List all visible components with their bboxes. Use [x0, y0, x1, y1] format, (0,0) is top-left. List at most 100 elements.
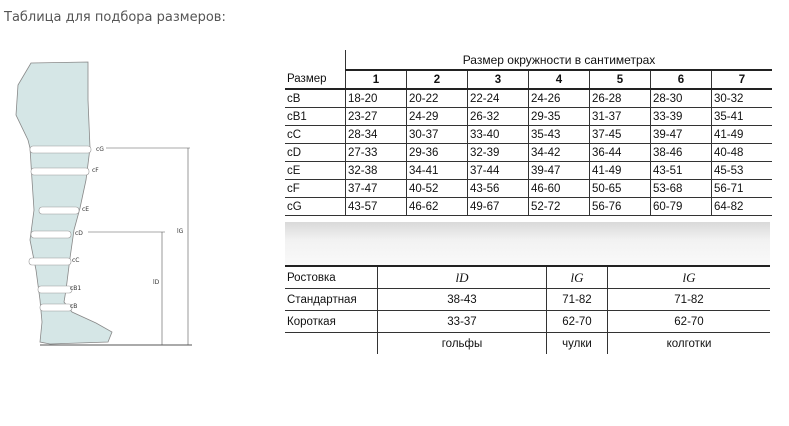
page-title: Таблица для подбора размеров: — [4, 10, 226, 25]
cell: 37-45 — [589, 125, 651, 144]
header-cell: 7 — [711, 70, 772, 90]
cell — [285, 332, 378, 354]
header-lG: lG — [546, 265, 608, 289]
row-label: cE — [285, 161, 346, 180]
cell: 52-72 — [528, 197, 590, 216]
header-cell: 6 — [650, 70, 712, 90]
cell: Короткая — [285, 310, 378, 333]
row-label: cB — [285, 89, 346, 108]
cell: 43-56 — [467, 179, 529, 198]
cell: 38-46 — [650, 143, 712, 162]
label-cD: cD — [75, 230, 83, 237]
cell: 37-44 — [467, 161, 529, 180]
cell: 22-24 — [467, 89, 529, 108]
cell: 34-42 — [528, 143, 590, 162]
size-row: cB1 23-27 24-29 26-32 29-35 31-37 33-39 35-41 — [285, 107, 772, 126]
cell: 60-79 — [650, 197, 712, 216]
footer-golfs: гольфы — [377, 332, 547, 354]
leg-measurement-diagram: cG cF cE cD cC cB1 cB lG lD — [15, 61, 192, 346]
size-table-caption: Размер окружности в сантиметрах — [345, 50, 772, 71]
cell: 49-67 — [467, 197, 529, 216]
cell: 30-37 — [406, 125, 468, 144]
label-cC: cC — [72, 257, 80, 264]
size-row: cD 27-33 29-36 32-39 34-42 36-44 38-46 40-48 — [285, 143, 772, 162]
cell: 56-71 — [711, 179, 772, 198]
size-row: cB 18-20 20-22 22-24 24-26 26-28 28-30 30-32 — [285, 89, 772, 108]
cell: 38-43 — [377, 288, 547, 311]
cell: 41-49 — [711, 125, 772, 144]
header-cell: 1 — [345, 70, 407, 90]
cell: 20-22 — [406, 89, 468, 108]
footer-stockings: чулки — [546, 332, 608, 354]
cell: 33-37 — [377, 310, 547, 333]
header-cell: 3 — [467, 70, 529, 90]
cell: 33-39 — [650, 107, 712, 126]
cell: 30-32 — [711, 89, 772, 108]
header-cell: 4 — [528, 70, 590, 90]
size-row: cG 43-57 46-62 49-67 52-72 56-76 60-79 64-82 — [285, 197, 772, 216]
label-cB1: cB1 — [70, 285, 81, 292]
label-lD: lD — [153, 279, 160, 286]
size-table: Размер окружности в сантиметрах Размер 1… — [285, 50, 772, 216]
cell: 35-43 — [528, 125, 590, 144]
row-label: cD — [285, 143, 346, 162]
decorative-band — [285, 222, 770, 267]
header-cell: 2 — [406, 70, 468, 90]
cell: 46-60 — [528, 179, 590, 198]
cell: 34-41 — [406, 161, 468, 180]
label-cB: cB — [70, 303, 77, 310]
label-cF: cF — [92, 167, 99, 174]
cell: 40-48 — [711, 143, 772, 162]
cell: 71-82 — [607, 288, 770, 311]
cell: 71-82 — [546, 288, 608, 311]
cell: 50-65 — [589, 179, 651, 198]
label-cG: cG — [96, 146, 104, 153]
cell: 43-57 — [345, 197, 407, 216]
cell: 31-37 — [589, 107, 651, 126]
cell: 29-35 — [528, 107, 590, 126]
size-row: cE 32-38 34-41 37-44 39-47 41-49 43-51 45-53 — [285, 161, 772, 180]
cell: 43-51 — [650, 161, 712, 180]
cell: 64-82 — [711, 197, 772, 216]
label-cE: cE — [82, 206, 89, 213]
cell: 41-49 — [589, 161, 651, 180]
cell: 27-33 — [345, 143, 407, 162]
cell: 62-70 — [607, 310, 770, 333]
leg-silhouette — [15, 61, 113, 345]
cell: 39-47 — [528, 161, 590, 180]
cell: 36-44 — [589, 143, 651, 162]
cell: 45-53 — [711, 161, 772, 180]
cell: 18-20 — [345, 89, 407, 108]
header-lD: lD — [377, 265, 547, 289]
row-label: cC — [285, 125, 346, 144]
size-row: cF 37-47 40-52 43-56 46-60 50-65 53-68 56-71 — [285, 179, 772, 198]
label-lG: lG — [177, 228, 184, 235]
cell: 53-68 — [650, 179, 712, 198]
cell: 37-47 — [345, 179, 407, 198]
cell: 24-29 — [406, 107, 468, 126]
size-row: cC 28-34 30-37 33-40 35-43 37-45 39-47 41-49 — [285, 125, 772, 144]
header-rostovka: Ростовка — [285, 265, 378, 289]
cell: 23-27 — [345, 107, 407, 126]
header-cell: 5 — [589, 70, 651, 90]
cell: 56-76 — [589, 197, 651, 216]
cell: 26-32 — [467, 107, 529, 126]
cell: 40-52 — [406, 179, 468, 198]
cell: 62-70 — [546, 310, 608, 333]
header-lG: lG — [607, 265, 770, 289]
cell: 24-26 — [528, 89, 590, 108]
cell: 28-30 — [650, 89, 712, 108]
cell: Стандартная — [285, 288, 378, 311]
cell: 29-36 — [406, 143, 468, 162]
cell: 32-39 — [467, 143, 529, 162]
cell: 35-41 — [711, 107, 772, 126]
cell: 26-28 — [589, 89, 651, 108]
row-label: cF — [285, 179, 346, 198]
height-table: Ростовка lD lG lG Стандартная 38-43 71-8… — [285, 265, 770, 354]
footer-tights: колготки — [666, 337, 712, 350]
cell: 39-47 — [650, 125, 712, 144]
row-label: cG — [285, 197, 346, 216]
cell: 33-40 — [467, 125, 529, 144]
cell: 32-38 — [345, 161, 407, 180]
header-size: Размер — [285, 70, 346, 90]
